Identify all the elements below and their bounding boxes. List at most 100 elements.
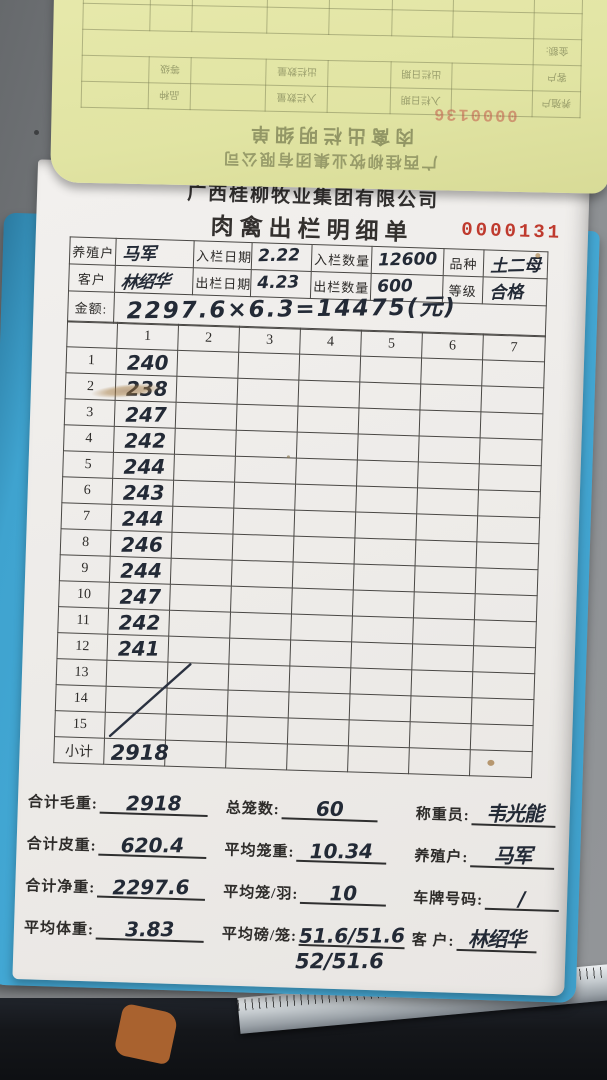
tare-weight-label: 合计皮重: [26,836,97,855]
empty-cell [172,480,235,509]
summary-item: 平均笼/羽: 10 [223,866,414,914]
empty-cell [225,742,288,770]
net-weight-underline: 2297.6 [96,871,206,901]
weight-cell [105,686,168,715]
empty-cell [478,463,542,492]
col-header: 3 [238,326,301,355]
weight-value: 247 [119,584,162,609]
entry-qty-cell: 12600 [371,246,445,276]
empty-cell [167,662,229,691]
col-header: 7 [482,333,546,362]
empty-cell [477,489,541,518]
summary-item: 养殖户: 马军 [414,830,561,877]
weight-cell: 242 [107,608,170,637]
weight-cell: 240 [115,348,178,377]
empty-cell [164,740,227,769]
total-cages-label: 总笼数: [225,800,281,819]
grade-value: 合格 [489,282,524,303]
empty-cell [293,536,355,564]
tare-weight-value: 620.4 [121,833,185,858]
tare-weight-underline: 620.4 [98,829,208,859]
empty-cell [414,565,477,594]
empty-cell [296,432,359,461]
col-header: 6 [421,331,484,360]
extra-pound-value: 52/51.6 [295,949,384,974]
empty-cell [452,11,534,39]
empty-cell [290,614,353,642]
empty-cell [287,717,350,746]
empty-cell [329,8,393,36]
empty-cell [174,428,237,457]
weight-cell: 244 [109,556,172,585]
customer-sign-label: 客 户: [411,932,455,950]
row-label: 10 [58,580,110,609]
plate-number-underline: / [484,883,560,913]
avg-per-cage-label: 平均笼/羽: [222,884,299,903]
avg-body-weight-value: 3.83 [125,917,175,942]
entry-qty-value: 12600 [377,249,438,271]
empty-cell [165,714,228,743]
empty-cell [349,667,412,696]
empty-cell [191,5,268,34]
empty-cell [451,63,533,91]
empty-cell [471,697,534,726]
row-label: 5 [62,450,114,479]
row-label: 13 [56,658,107,687]
weight-value: 244 [120,558,163,583]
breed-label: 品种 [443,248,485,277]
empty-cell [415,513,478,542]
prev-serial-number: 0000136 [431,103,518,124]
empty-cell [418,435,481,464]
plate-number-value: / [518,886,526,911]
weight-value: 246 [121,532,163,557]
empty-cell [228,638,291,666]
row-label: 3 [64,398,116,427]
weight-cell: 241 [106,634,169,663]
weight-cell: 242 [113,426,176,455]
breed-value: 土二母 [489,255,542,277]
farmer-value: 马军 [122,243,157,265]
row-label: 11 [57,606,109,635]
empty-cell [469,749,533,778]
summary-section: 合计毛重: 2918 合计皮重: 620.4 合计净重: 2297.6 平均体重: 3.… [24,775,563,960]
row-label: 9 [59,554,111,583]
empty-cell [359,356,422,384]
grade-cell: 合格 [482,276,548,306]
gross-weight-underline: 2918 [99,787,209,817]
empty-cell [470,723,534,752]
summary-item: 合计毛重: 2918 [27,775,226,823]
subtotal-cell: 2918 [103,738,169,767]
prev-label: 金额: [532,38,582,66]
empty-cell [232,534,294,563]
summary-item: 平均笼重: 10.34 [224,824,415,872]
weight-cell [104,712,167,741]
weight-value: 244 [121,506,164,531]
row-label: 14 [55,684,107,713]
gross-weight-label: 合计毛重: [27,794,99,813]
empty-cell [229,612,292,640]
empty-cell [533,0,583,14]
avg-per-cage-underline: 10 [300,877,387,907]
empty-cell [452,0,535,13]
empty-cell [480,411,543,440]
empty-cell [293,510,356,538]
col-header: 4 [299,328,362,357]
row-label: 8 [60,528,112,557]
empty-cell [481,359,545,388]
amount-value: 2297.6×6.3=14475(元) [126,294,457,325]
customer-sign-underline: 林绍华 [456,919,538,954]
weight-cell: 243 [111,478,174,507]
weight-value: 241 [117,636,160,661]
empty-cell [419,409,481,438]
prev-label: 入栏数量 [264,85,329,113]
total-cages-value: 60 [315,796,344,821]
empty-cell [169,584,232,613]
empty-cell [295,458,358,486]
empty-cell [533,12,583,40]
empty-cell [354,537,416,566]
empty-cell [351,615,414,644]
empty-cell [410,695,472,724]
weight-value: 243 [122,480,165,505]
summary-item: 称重员: 韦光能 [415,788,562,835]
